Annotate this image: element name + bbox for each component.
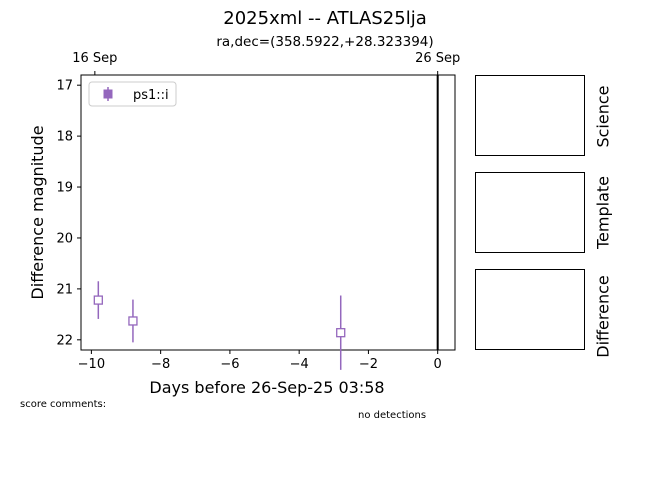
legend-label: ps1::i [133,88,169,103]
legend-box [88,81,177,107]
x-tick-label: −6 [220,357,239,372]
chart-title: 2025xml -- ATLAS25lja [223,8,427,29]
chart-subtitle: ra,dec=(358.5922,+28.323394) [216,34,434,50]
difference-stamp-label: Difference [593,275,613,358]
x-tick-label: −10 [78,357,105,372]
x-axis-label: Days before 26-Sep-25 03:58 [149,378,384,397]
score-comments-label: score comments: [20,399,107,410]
y-tick-label: 20 [56,231,73,246]
y-tick-label: 19 [56,181,73,196]
science-stamp [475,75,585,156]
template-stamp [475,172,585,253]
x-tick-label: −4 [290,357,309,372]
y-tick-label: 17 [56,79,73,94]
top-date-tick-label: 16 Sep [72,51,117,66]
difference-stamp [475,269,585,350]
x-tick-label: 0 [434,357,442,372]
plot-frame [80,74,456,351]
data-point [93,295,103,305]
y-tick-label: 21 [56,282,73,297]
x-tick-label: −2 [359,357,378,372]
science-stamp-label: Science [593,85,613,148]
top-date-tick-label: 26 Sep [415,51,460,66]
template-stamp-label: Template [593,176,613,250]
y-tick-label: 22 [56,333,73,348]
y-axis-label: Difference magnitude [28,125,47,299]
y-tick-label: 18 [56,130,73,145]
data-point [128,316,138,326]
legend-marker [103,89,113,99]
x-tick-label: −8 [151,357,170,372]
detections-note: no detections [358,410,427,421]
data-point [336,328,346,338]
